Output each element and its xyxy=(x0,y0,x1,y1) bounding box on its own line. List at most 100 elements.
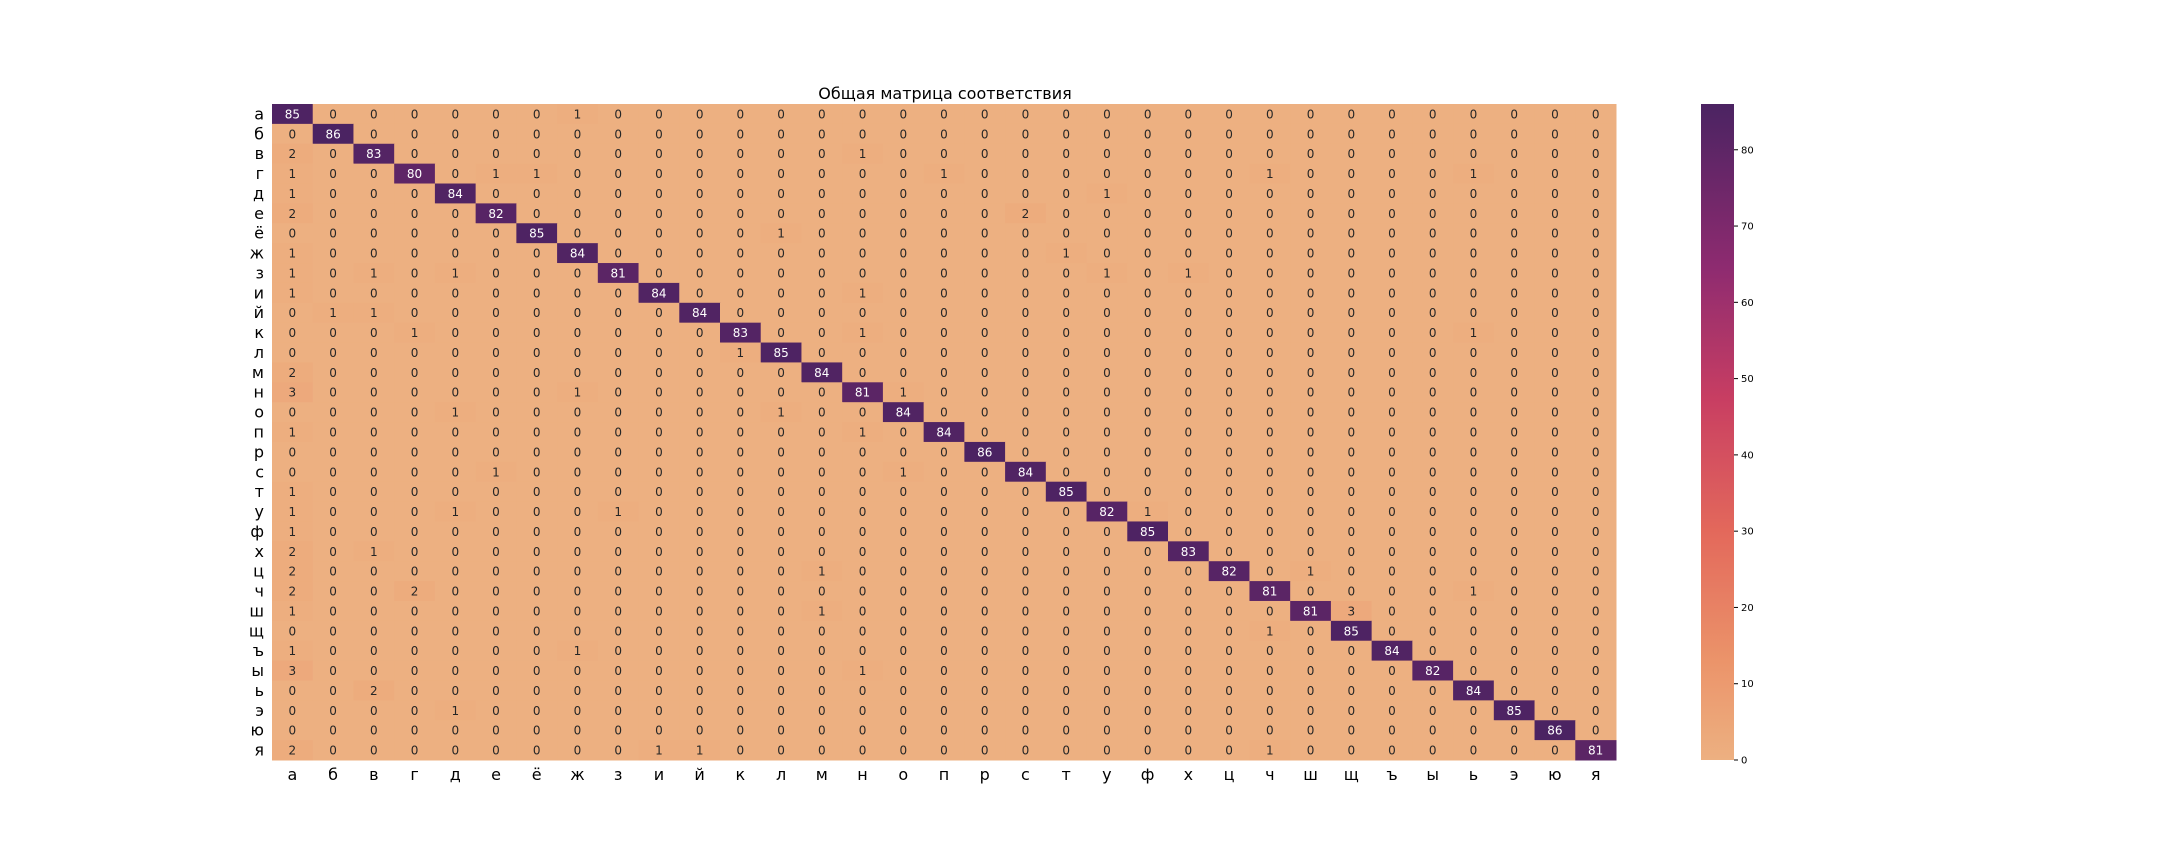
cell-value-label: 0 xyxy=(1551,107,1559,121)
cell-value-label: 0 xyxy=(1307,346,1315,360)
heatmap-cell xyxy=(882,581,925,602)
cell-value-label: 0 xyxy=(777,306,785,320)
cell-value-label: 0 xyxy=(940,187,948,201)
heatmap-cell xyxy=(1412,740,1454,761)
heatmap-cell xyxy=(842,342,884,363)
heatmap-cell xyxy=(1208,640,1250,662)
cell-value-label: 0 xyxy=(1510,286,1518,300)
heatmap-cell xyxy=(434,600,477,622)
cell-value-label: 0 xyxy=(777,505,785,519)
heatmap-cell xyxy=(1086,600,1128,622)
heatmap-cell xyxy=(720,561,762,582)
cell-value-label: 0 xyxy=(1388,187,1396,201)
heatmap-cell xyxy=(475,441,517,463)
heatmap-cell xyxy=(597,282,640,304)
heatmap-cell xyxy=(1045,481,1088,503)
cell-value-label: 0 xyxy=(411,207,419,221)
cell-value-label: 0 xyxy=(614,465,622,479)
cell-value-label: 0 xyxy=(981,525,989,539)
heatmap-cell xyxy=(353,541,395,562)
cell-value-label: 0 xyxy=(1592,127,1600,141)
heatmap-cell xyxy=(638,282,680,304)
heatmap-cell xyxy=(638,223,680,244)
heatmap-cell xyxy=(760,541,802,562)
heatmap-cell xyxy=(1127,422,1169,443)
cell-value-label: 0 xyxy=(981,187,989,201)
cell-value-label: 0 xyxy=(1062,565,1070,579)
heatmap-cell xyxy=(1493,680,1536,701)
cell-value-label: 1 xyxy=(1144,505,1152,519)
cell-value-label: 0 xyxy=(1592,247,1600,261)
heatmap-cell xyxy=(801,402,843,423)
cell-value-label: 0 xyxy=(1551,247,1559,261)
cell-value-label: 0 xyxy=(451,426,459,440)
heatmap-cell xyxy=(475,541,517,562)
heatmap-cell xyxy=(923,680,965,701)
heatmap-cell xyxy=(1045,422,1088,443)
heatmap-cell xyxy=(1290,342,1332,363)
cell-value-label: 0 xyxy=(614,207,622,221)
heatmap-cell xyxy=(557,561,599,582)
cell-value-label: 0 xyxy=(1266,704,1274,718)
heatmap-cell xyxy=(516,481,558,503)
cell-value-label: 0 xyxy=(981,724,989,738)
heatmap-cell xyxy=(475,243,517,264)
cell-value-label: 0 xyxy=(1388,505,1396,519)
cell-value-label: 0 xyxy=(533,107,541,121)
heatmap-cell xyxy=(312,422,354,443)
x-tick-label: ш xyxy=(1303,765,1318,784)
cell-value-label: 0 xyxy=(1022,406,1030,420)
cell-value-label: 0 xyxy=(696,644,704,658)
heatmap-cell xyxy=(882,183,925,204)
cell-value-label: 0 xyxy=(777,664,785,678)
cell-value-label: 0 xyxy=(1062,445,1070,459)
cell-value-label: 0 xyxy=(1429,227,1437,241)
cell-value-label: 0 xyxy=(1307,704,1315,718)
heatmap-cell xyxy=(1168,282,1210,304)
heatmap-cell xyxy=(964,720,1006,741)
cell-value-label: 0 xyxy=(1510,306,1518,320)
heatmap-cell xyxy=(1249,461,1291,483)
cell-value-label: 0 xyxy=(818,406,826,420)
heatmap-cell xyxy=(1330,541,1373,562)
cell-value-label: 0 xyxy=(289,724,297,738)
cell-value-label: 0 xyxy=(329,744,337,758)
heatmap-cell xyxy=(720,263,762,284)
heatmap-cell xyxy=(475,382,517,403)
cell-value-label: 1 xyxy=(859,426,867,440)
cell-value-label: 0 xyxy=(1347,545,1355,559)
cell-value-label: 0 xyxy=(614,247,622,261)
cell-value-label: 0 xyxy=(859,227,867,241)
heatmap-cell xyxy=(720,541,762,562)
cell-value-label: 0 xyxy=(1429,247,1437,261)
heatmap-cell xyxy=(801,660,843,681)
cell-value-label: 0 xyxy=(614,426,622,440)
heatmap-cell xyxy=(1127,501,1169,522)
heatmap-cell xyxy=(842,362,884,383)
heatmap-cell xyxy=(720,640,762,662)
heatmap-cell xyxy=(1045,461,1088,483)
heatmap-cell xyxy=(760,382,802,403)
cell-value-label: 0 xyxy=(777,187,785,201)
cell-value-label: 0 xyxy=(1592,227,1600,241)
heatmap-cell xyxy=(516,402,558,423)
cell-value-label: 0 xyxy=(818,744,826,758)
cell-value-label: 0 xyxy=(411,644,419,658)
heatmap-cell xyxy=(1005,243,1047,264)
x-tick-label: э xyxy=(1510,765,1519,784)
cell-value-label: 0 xyxy=(1144,227,1152,241)
heatmap-cell xyxy=(434,640,477,662)
heatmap-cell xyxy=(434,501,477,522)
cell-value-label: 0 xyxy=(1266,386,1274,400)
heatmap-cell xyxy=(1534,740,1576,761)
heatmap-cell xyxy=(842,441,884,463)
cell-value-label: 0 xyxy=(574,286,582,300)
heatmap-cell xyxy=(679,660,721,681)
cell-value-label: 0 xyxy=(940,207,948,221)
heatmap-cell xyxy=(720,282,762,304)
y-tick-label: в xyxy=(255,144,264,163)
heatmap-cell xyxy=(1249,620,1291,642)
cell-value-label: 0 xyxy=(940,724,948,738)
heatmap-cell xyxy=(679,203,721,224)
heatmap-cell xyxy=(1534,322,1576,344)
